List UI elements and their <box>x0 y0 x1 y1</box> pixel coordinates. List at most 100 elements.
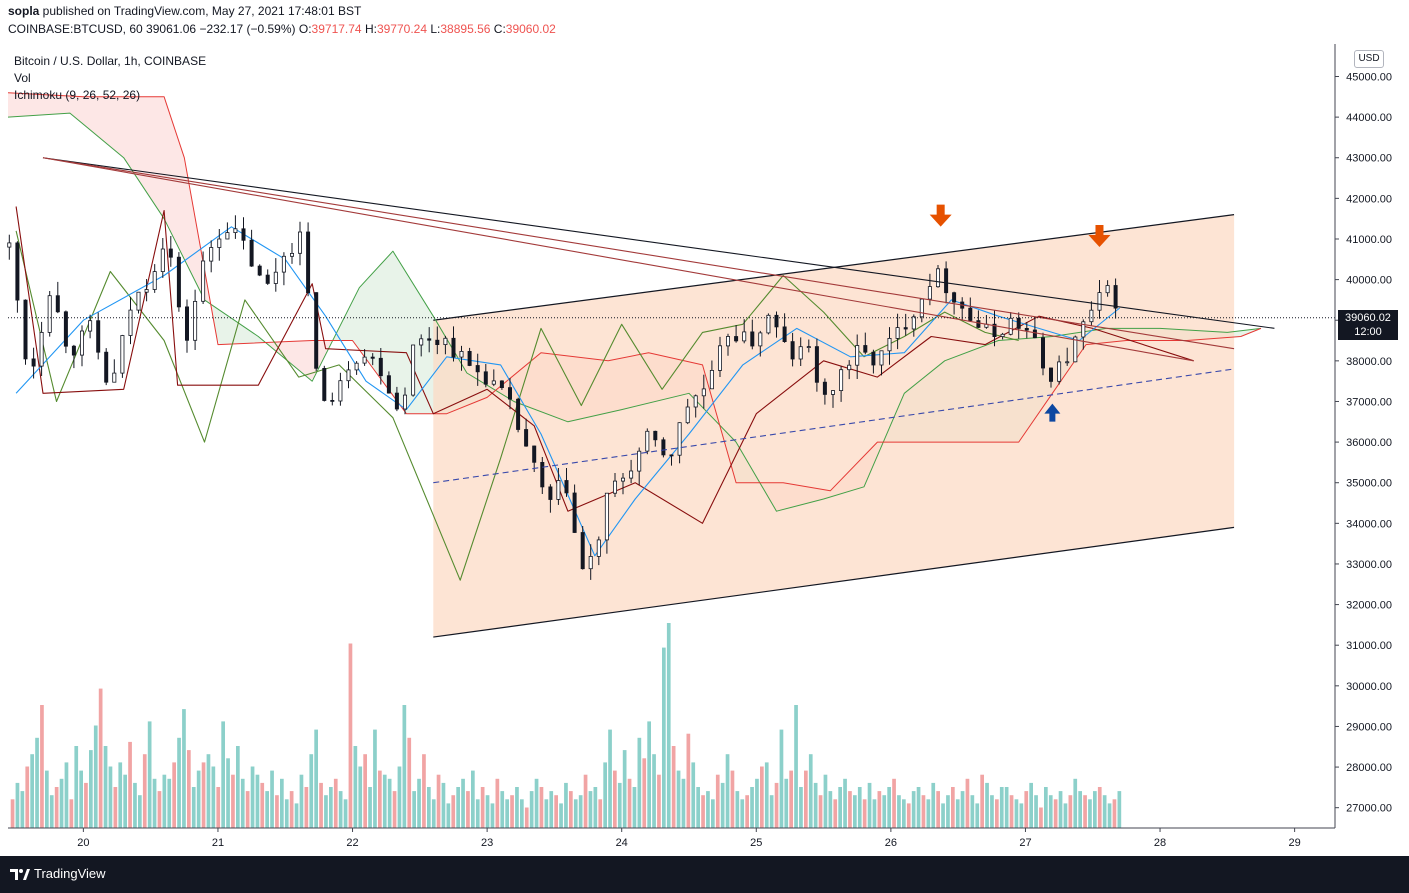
volume-bar <box>1014 799 1019 828</box>
volume-bar <box>804 770 808 828</box>
volume-bar <box>906 803 911 828</box>
volume-bar <box>358 766 363 828</box>
volume-bar <box>1112 799 1117 828</box>
candle-body <box>1024 327 1029 331</box>
volume-bar <box>887 787 891 828</box>
volume-bar <box>843 778 847 828</box>
volume-bar <box>255 774 260 828</box>
volume-bar <box>84 782 88 828</box>
x-tick-label: 26 <box>885 837 897 849</box>
candle-body <box>911 316 916 330</box>
volume-bar <box>461 778 465 828</box>
ichimoku-cloud <box>8 92 214 319</box>
candle-body <box>806 346 811 349</box>
candle-body <box>451 337 456 358</box>
arrow-down-icon[interactable] <box>929 204 952 227</box>
x-tick-label: 24 <box>616 837 628 849</box>
legend-title[interactable]: Bitcoin / U.S. Dollar, 1h, COINBASE <box>14 54 207 68</box>
volume-bar <box>1009 795 1014 828</box>
symbol-label: COINBASE:BTCUSD, 60 <box>8 22 143 36</box>
trend-line[interactable] <box>42 157 1275 329</box>
volume-bar <box>828 791 833 828</box>
publisher-name[interactable]: sopla <box>8 4 40 18</box>
volume-bar <box>1034 795 1038 828</box>
volume-bar <box>206 754 211 828</box>
candle-body <box>879 350 884 366</box>
volume-bar <box>1063 803 1068 828</box>
candle-body <box>39 331 44 367</box>
candle-body <box>814 346 819 383</box>
candle-body <box>233 228 238 234</box>
candle-body <box>338 380 343 402</box>
volume-bar <box>187 750 191 828</box>
volume-bar <box>20 791 25 828</box>
time-axis[interactable] <box>0 828 1409 856</box>
volume-bar <box>686 733 691 828</box>
trend-line[interactable] <box>42 157 1235 350</box>
trend-line[interactable] <box>42 157 1194 362</box>
volume-bar <box>93 725 98 828</box>
x-tick-label: 20 <box>77 837 89 849</box>
candle-body <box>952 292 957 303</box>
candle-body <box>467 350 472 366</box>
candle-body <box>1113 285 1118 309</box>
volume-bar <box>314 729 318 828</box>
legend-ichimoku[interactable]: Ichimoku (9, 26, 52, 26) <box>14 88 141 102</box>
volume-bar <box>500 791 505 828</box>
candle-body <box>419 338 424 346</box>
volume-bar <box>662 647 666 828</box>
dashed-trend-line[interactable] <box>433 368 1235 484</box>
volume-bar <box>236 746 240 828</box>
channel-lower-line[interactable] <box>433 526 1235 638</box>
currency-button[interactable]: USD <box>1354 50 1384 68</box>
candle-body <box>919 298 924 318</box>
volume-bar <box>147 721 152 828</box>
candle-body <box>241 228 246 241</box>
price-axis[interactable] <box>1335 44 1409 828</box>
volume-bar <box>569 791 573 828</box>
tradingview-logo-icon[interactable] <box>10 867 30 881</box>
candle-body <box>1089 309 1094 323</box>
candle-body <box>847 364 852 371</box>
candle-body <box>782 326 787 342</box>
volume-bar <box>911 791 916 828</box>
volume-bar <box>691 762 696 828</box>
volume-bar <box>897 795 901 828</box>
candle-body <box>193 300 198 341</box>
volume-bar <box>89 750 93 828</box>
x-tick-label: 22 <box>346 837 358 849</box>
volume-bar <box>848 791 852 828</box>
volume-bar <box>471 770 475 828</box>
footer-brand[interactable]: TradingView <box>34 866 106 881</box>
candle-body <box>645 430 650 452</box>
volume-bar <box>353 746 358 828</box>
candle-body <box>798 346 803 360</box>
candle-body <box>1032 329 1037 339</box>
price-chart[interactable]: 27000.00 28000.00 29000.00 30000.00 31000.00… <box>0 44 1409 856</box>
candle-body <box>1105 285 1110 294</box>
volume-bar <box>701 795 705 828</box>
arrow-down-icon[interactable] <box>1088 224 1111 247</box>
volume-bar <box>583 774 588 828</box>
volume-bar <box>613 770 617 828</box>
volume-bar <box>818 795 823 828</box>
legend-volume[interactable]: Vol <box>14 71 31 85</box>
y-tick-label: 38000.00 <box>1346 356 1392 368</box>
volume-bar <box>275 795 279 828</box>
volume-bar <box>921 795 926 828</box>
volume-bar <box>363 754 367 828</box>
candle-body <box>281 255 286 273</box>
candle-body <box>750 331 755 347</box>
candle-body <box>903 327 908 330</box>
volume-bar <box>529 791 534 828</box>
candle-body <box>613 480 618 494</box>
volume-bar <box>333 778 338 828</box>
volume-bar <box>284 799 289 828</box>
volume-bar <box>524 807 529 828</box>
candle-body <box>1065 361 1070 364</box>
candle-body <box>136 291 141 311</box>
volume-bar <box>808 754 813 828</box>
candle-body <box>257 265 262 276</box>
candle-body <box>839 369 844 392</box>
arrow-up-icon[interactable] <box>1044 403 1061 422</box>
